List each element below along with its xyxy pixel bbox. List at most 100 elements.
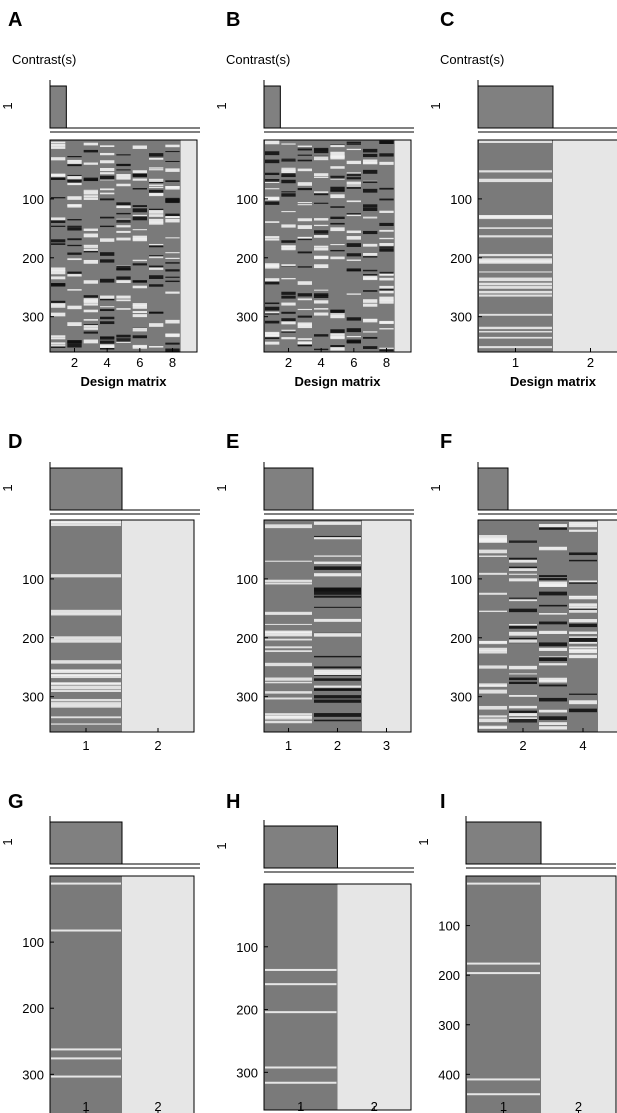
y-tick-label: 100 (22, 192, 44, 207)
event-stripe (265, 265, 280, 269)
event-stripe (132, 216, 147, 221)
event-stripe (346, 335, 361, 338)
y-tick-label: 200 (450, 631, 472, 646)
event-stripe (569, 646, 597, 649)
event-stripe (51, 300, 66, 303)
event-stripe (314, 156, 329, 161)
event-stripe (297, 315, 312, 318)
event-stripe (149, 192, 164, 195)
event-stripe (363, 181, 378, 184)
event-stripe (149, 267, 164, 270)
panel-g: G 1 100 200 300 1 2 (0, 791, 200, 1113)
event-stripe (281, 247, 296, 251)
event-stripe (265, 582, 312, 585)
event-stripe (67, 204, 82, 208)
contrast-bar (263, 467, 314, 511)
design-matrix: 100 200 300 1 2 (450, 139, 617, 370)
regressor-column (314, 147, 329, 351)
event-stripe (281, 264, 296, 267)
event-stripe (330, 175, 345, 179)
x-tick-label: 2 (71, 355, 78, 370)
event-stripe (132, 280, 147, 283)
event-stripe (379, 299, 394, 304)
event-stripe (509, 639, 537, 643)
event-stripe (509, 578, 537, 582)
event-stripe (51, 197, 66, 199)
event-stripe (330, 151, 345, 156)
x-tick-label: 4 (104, 355, 111, 370)
x-axis-title: Design matrix (295, 374, 382, 389)
contrast-axes: 1 (214, 820, 414, 873)
event-stripe (379, 289, 394, 294)
contrast-axes: 1 (428, 80, 617, 133)
event-stripe (346, 173, 361, 177)
event-stripe (330, 186, 345, 191)
y-tick-label: 300 (450, 690, 472, 705)
event-stripe (265, 311, 280, 315)
event-stripe (51, 636, 121, 640)
event-stripe (479, 647, 507, 651)
event-stripe (67, 225, 82, 227)
event-stripe (363, 216, 378, 219)
event-stripe (379, 141, 394, 144)
y-tick-label: 300 (450, 310, 472, 325)
panel-label: B (226, 9, 240, 31)
event-stripe (314, 230, 329, 234)
event-stripe (83, 189, 98, 191)
design-matrix: 100 200 300 1 2 3 (236, 519, 412, 753)
y-tick-label: 300 (22, 690, 44, 705)
y-tick-label: 100 (236, 192, 258, 207)
event-stripe (149, 184, 164, 187)
event-stripe (479, 610, 507, 613)
event-stripe (132, 285, 147, 289)
event-stripe (116, 205, 131, 209)
event-stripe (51, 276, 66, 280)
event-stripe (379, 229, 394, 232)
event-stripe (297, 182, 312, 186)
event-stripe (265, 1081, 337, 1084)
event-stripe (281, 295, 296, 299)
event-stripe (569, 606, 597, 610)
event-stripe (265, 337, 280, 339)
x-tick-label: 3 (383, 738, 390, 753)
x-tick-label: 2 (334, 738, 341, 753)
event-stripe (165, 218, 180, 223)
event-stripe (539, 546, 567, 549)
event-stripe (116, 174, 131, 177)
regressor-column (346, 141, 361, 344)
event-stripe (467, 972, 540, 975)
event-stripe (330, 222, 345, 225)
y-tick-label: 400 (438, 1067, 460, 1082)
event-stripe (132, 263, 147, 266)
x-tick-label: 4 (579, 738, 586, 753)
event-stripe (479, 294, 552, 297)
contrast-bar (49, 85, 67, 129)
event-stripe (132, 303, 147, 306)
event-stripe (281, 329, 296, 332)
event-stripe (479, 227, 552, 229)
event-stripe (330, 206, 345, 208)
event-stripe (281, 167, 296, 172)
event-stripe (346, 339, 361, 343)
event-stripe (346, 141, 361, 144)
event-stripe (83, 228, 98, 231)
event-stripe (363, 169, 378, 174)
event-stripe (83, 197, 98, 200)
regressor-column (149, 153, 164, 348)
event-stripe (116, 176, 131, 180)
event-stripe (265, 201, 280, 205)
event-stripe (479, 271, 552, 273)
contrast-tick-label: 1 (214, 484, 229, 491)
event-stripe (479, 313, 552, 316)
event-stripe (509, 573, 537, 575)
contrast-axes: 1 (214, 462, 414, 515)
event-stripe (346, 259, 361, 261)
event-stripe (265, 611, 312, 615)
event-stripe (479, 326, 552, 330)
event-stripe (149, 312, 164, 314)
y-tick-label: 300 (236, 690, 258, 705)
event-stripe (281, 318, 296, 322)
regressor-column (539, 523, 567, 730)
event-stripe (297, 343, 312, 346)
